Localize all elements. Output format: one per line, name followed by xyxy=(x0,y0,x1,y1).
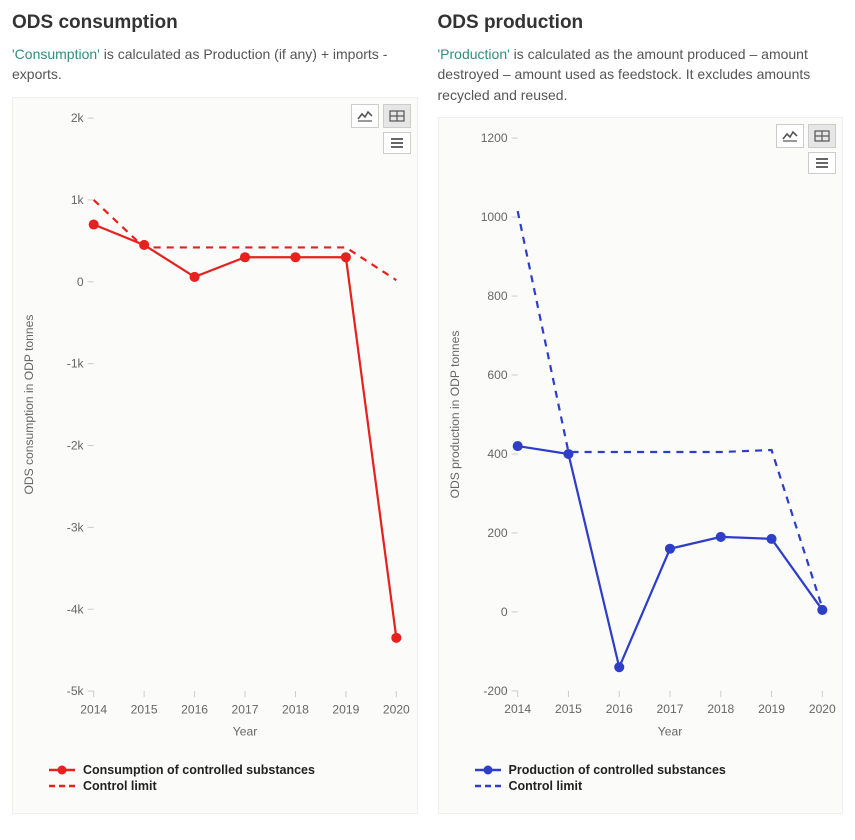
legend-item[interactable]: Consumption of controlled substances xyxy=(49,763,399,777)
svg-text:400: 400 xyxy=(487,447,507,461)
svg-text:2020: 2020 xyxy=(808,702,835,716)
chart-view-button[interactable] xyxy=(351,104,379,128)
consumption-panel: ODS consumption 'Consumption' is calcula… xyxy=(12,12,418,814)
svg-text:-200: -200 xyxy=(483,684,507,698)
chart-menu-button[interactable] xyxy=(808,152,836,174)
production-chart-wrap: -200 0 200 400 600 800 1000 1200 2014 2015 2016 201… xyxy=(438,117,844,814)
legend-marker-icon xyxy=(49,779,75,793)
table-view-icon xyxy=(389,110,405,122)
legend-label: Control limit xyxy=(509,779,583,793)
svg-text:-2k: -2k xyxy=(67,438,85,452)
svg-text:Year: Year xyxy=(233,724,257,738)
svg-text:0: 0 xyxy=(500,605,507,619)
svg-text:ODS production in ODP tonnes: ODS production in ODP tonnes xyxy=(448,330,462,498)
production-legend: Production of controlled substances Contr… xyxy=(439,751,843,813)
legend-label: Consumption of controlled substances xyxy=(83,763,315,777)
svg-text:600: 600 xyxy=(487,368,507,382)
svg-text:1000: 1000 xyxy=(480,210,507,224)
svg-text:2018: 2018 xyxy=(282,702,309,716)
svg-text:ODS consumption in ODP tonnes: ODS consumption in ODP tonnes xyxy=(22,314,36,494)
svg-text:2014: 2014 xyxy=(504,702,531,716)
table-view-button[interactable] xyxy=(808,124,836,148)
svg-text:200: 200 xyxy=(487,526,507,540)
menu-icon xyxy=(814,157,830,169)
svg-text:Year: Year xyxy=(657,724,681,738)
svg-text:0: 0 xyxy=(77,274,84,288)
production-term: 'Production' xyxy=(438,46,510,62)
svg-text:2017: 2017 xyxy=(232,702,259,716)
svg-text:2017: 2017 xyxy=(656,702,683,716)
consumption-chart-wrap: -5k -4k -3k -2k -1k 0 1k 2k 2014 2015 2016 2017 2018… xyxy=(12,97,418,815)
svg-text:2018: 2018 xyxy=(707,702,734,716)
chart-view-icon xyxy=(357,110,373,122)
svg-text:-4k: -4k xyxy=(67,602,85,616)
svg-text:2016: 2016 xyxy=(181,702,208,716)
svg-text:2016: 2016 xyxy=(605,702,632,716)
svg-text:2019: 2019 xyxy=(758,702,785,716)
table-view-icon xyxy=(814,130,830,142)
menu-icon xyxy=(389,137,405,149)
consumption-term: 'Consumption' xyxy=(12,46,100,62)
svg-text:2019: 2019 xyxy=(332,702,359,716)
production-chart: -200 0 200 400 600 800 1000 1200 2014 2015 2016 201… xyxy=(439,126,843,751)
chart-menu-button[interactable] xyxy=(383,132,411,154)
chart-view-icon xyxy=(782,130,798,142)
svg-text:2020: 2020 xyxy=(383,702,410,716)
production-desc: 'Production' is calculated as the amount… xyxy=(438,44,844,105)
svg-text:1200: 1200 xyxy=(480,131,507,145)
chart-view-button[interactable] xyxy=(776,124,804,148)
svg-text:-1k: -1k xyxy=(67,356,85,370)
legend-item[interactable]: Control limit xyxy=(49,779,399,793)
svg-text:2k: 2k xyxy=(71,111,85,125)
legend-label: Production of controlled substances xyxy=(509,763,726,777)
charts-row: ODS consumption 'Consumption' is calcula… xyxy=(12,12,843,814)
svg-text:800: 800 xyxy=(487,289,507,303)
svg-text:-3k: -3k xyxy=(67,520,85,534)
consumption-chart: -5k -4k -3k -2k -1k 0 1k 2k 2014 2015 2016 2017 2018… xyxy=(13,106,417,752)
production-title: ODS production xyxy=(438,12,844,34)
consumption-desc: 'Consumption' is calculated as Productio… xyxy=(12,44,418,85)
legend-item[interactable]: Control limit xyxy=(475,779,825,793)
table-view-button[interactable] xyxy=(383,104,411,128)
legend-item[interactable]: Production of controlled substances xyxy=(475,763,825,777)
consumption-title: ODS consumption xyxy=(12,12,418,34)
legend-marker-icon xyxy=(475,763,501,777)
legend-marker-icon xyxy=(49,763,75,777)
production-panel: ODS production 'Production' is calculate… xyxy=(438,12,844,814)
consumption-toolbar xyxy=(351,104,411,154)
legend-label: Control limit xyxy=(83,779,157,793)
svg-text:2015: 2015 xyxy=(131,702,158,716)
svg-text:1k: 1k xyxy=(71,193,85,207)
legend-marker-icon xyxy=(475,779,501,793)
svg-text:2015: 2015 xyxy=(555,702,582,716)
production-toolbar xyxy=(776,124,836,174)
svg-text:2014: 2014 xyxy=(80,702,107,716)
consumption-legend: Consumption of controlled substances Cont… xyxy=(13,751,417,813)
svg-text:-5k: -5k xyxy=(67,684,85,698)
